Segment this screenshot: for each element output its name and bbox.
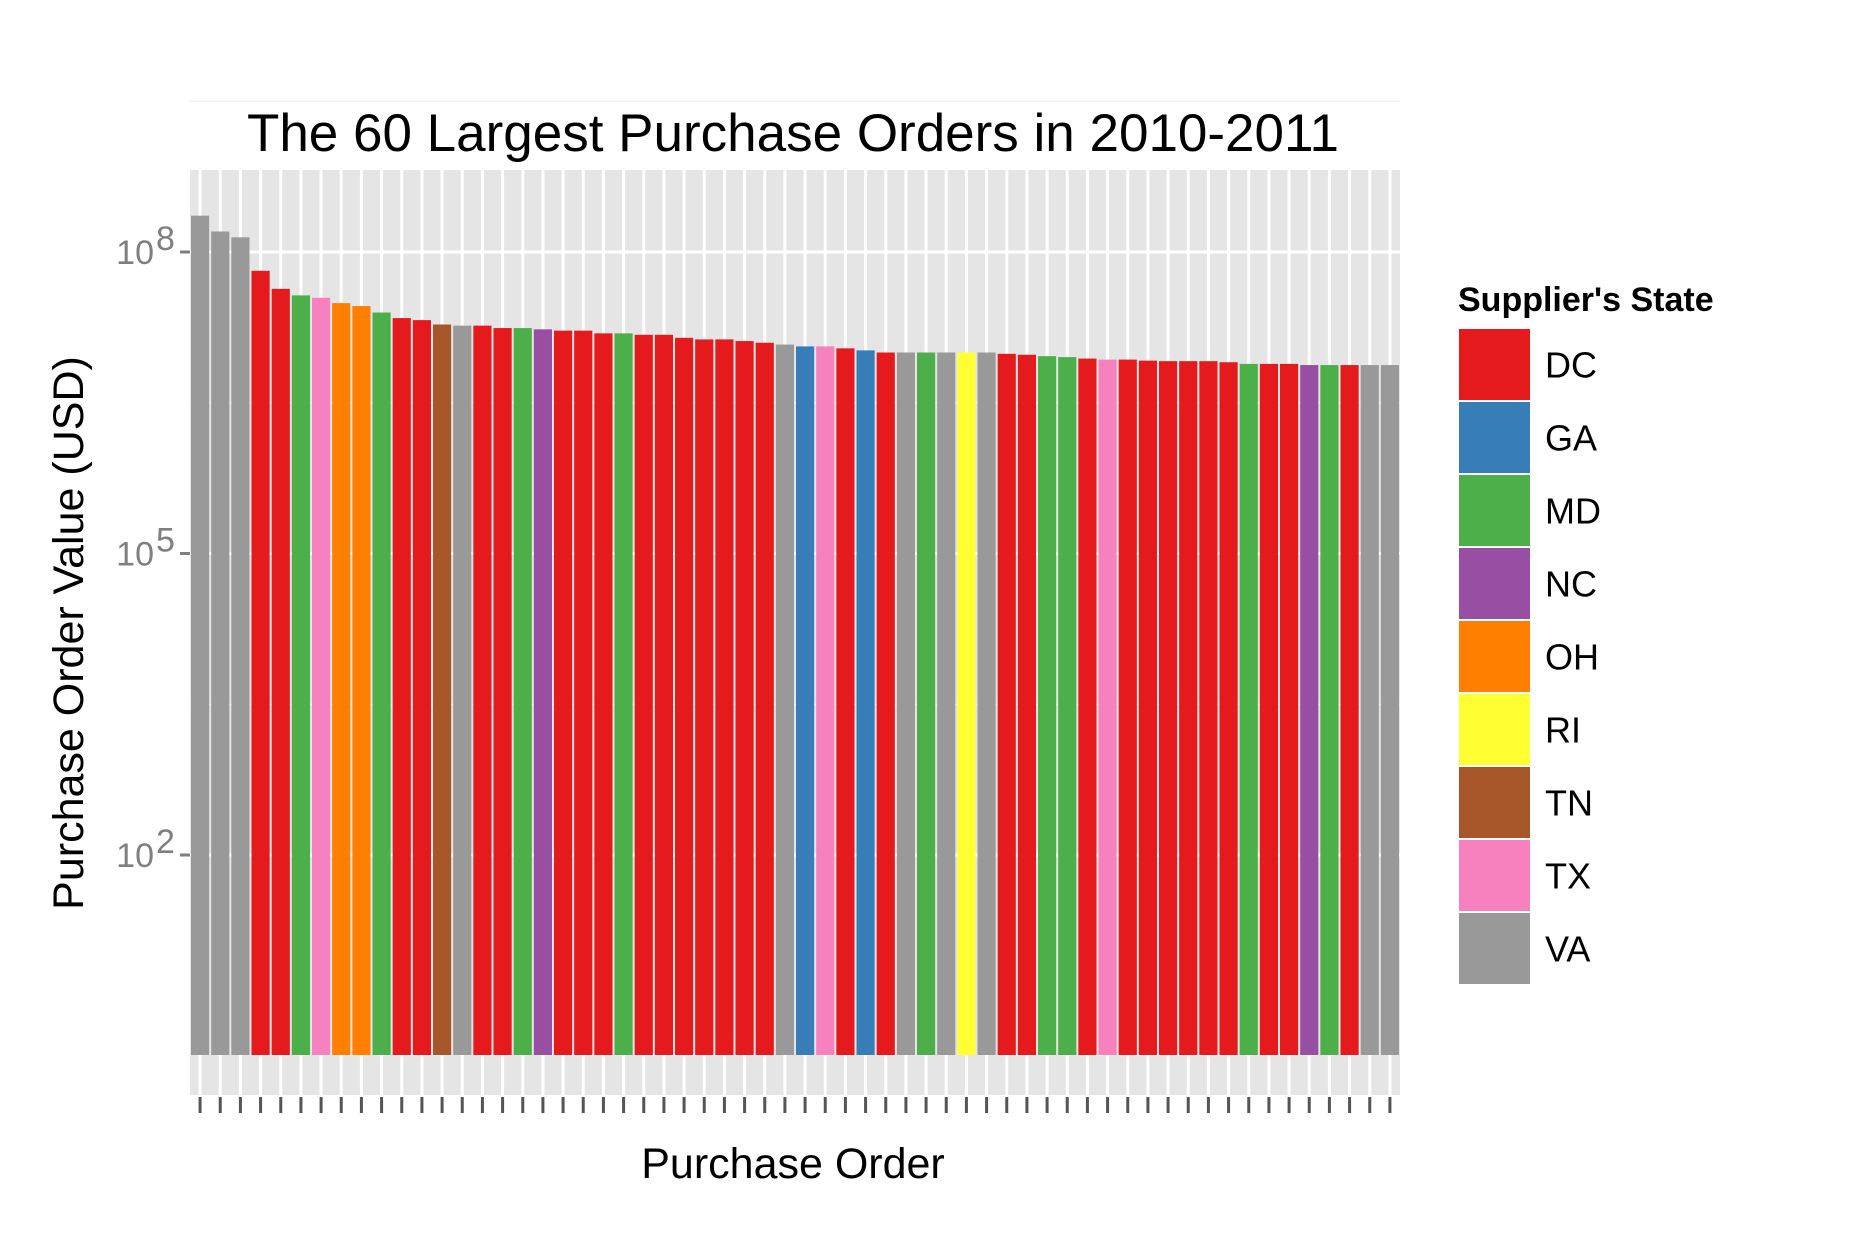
bar-15 — [473, 325, 492, 1055]
y-tick-label: 10 — [116, 837, 154, 875]
bar-50 — [1179, 361, 1198, 1055]
legend-key-nc — [1457, 546, 1532, 621]
y-axis-title: Purchase Order Value (USD) — [45, 356, 93, 910]
legend-key-tx — [1457, 838, 1532, 913]
bar-35 — [876, 352, 895, 1055]
bar-34 — [856, 350, 875, 1055]
bar-39 — [957, 352, 976, 1055]
bar-16 — [493, 328, 512, 1055]
bar-47 — [1118, 359, 1137, 1055]
bar-24 — [654, 334, 673, 1055]
legend-key-ri — [1457, 692, 1532, 767]
legend: Supplier's State DC GA MD NC OH RI TN TX VA — [1457, 281, 1714, 986]
bar-14 — [453, 325, 472, 1055]
bar-1 — [191, 215, 210, 1055]
bar-43 — [1038, 356, 1057, 1056]
bar-18 — [533, 329, 552, 1056]
legend-key-va — [1457, 911, 1532, 986]
bar-49 — [1159, 361, 1178, 1055]
legend-label-oh: OH — [1545, 637, 1599, 678]
legend-label-ga: GA — [1545, 418, 1597, 459]
bar-13 — [433, 324, 452, 1056]
legend-label-dc: DC — [1545, 345, 1597, 386]
bar-17 — [513, 328, 532, 1055]
bar-25 — [675, 337, 694, 1056]
bar-27 — [715, 339, 734, 1055]
bar-41 — [997, 353, 1016, 1055]
bar-22 — [614, 333, 633, 1055]
bar-3 — [231, 237, 250, 1055]
bar-38 — [937, 352, 956, 1055]
legend-label-tn: TN — [1545, 783, 1593, 824]
bar-40 — [977, 352, 996, 1055]
y-tick-label: 10 — [116, 234, 154, 272]
bars-group — [191, 215, 1399, 1056]
bar-58 — [1340, 365, 1359, 1055]
bar-54 — [1259, 363, 1278, 1055]
bar-20 — [574, 330, 593, 1056]
bar-55 — [1280, 363, 1299, 1055]
bar-30 — [775, 344, 794, 1055]
legend-label-tx: TX — [1545, 856, 1591, 897]
bar-48 — [1138, 360, 1157, 1055]
y-tick-exponent: 5 — [156, 522, 175, 560]
bar-52 — [1219, 362, 1238, 1055]
legend-label-md: MD — [1545, 491, 1601, 532]
bar-56 — [1300, 365, 1319, 1055]
chart-title: The 60 Largest Purchase Orders in 2010-2… — [247, 104, 1339, 163]
bar-9 — [352, 306, 371, 1055]
legend-title: Supplier's State — [1458, 281, 1714, 319]
legend-key-md — [1457, 473, 1532, 548]
bar-28 — [735, 341, 754, 1055]
bar-29 — [755, 342, 774, 1056]
bar-31 — [796, 346, 815, 1055]
y-tick-label: 10 — [116, 536, 154, 574]
bar-33 — [836, 348, 855, 1055]
bar-6 — [291, 295, 310, 1055]
x-axis-ticks — [198, 1097, 1392, 1113]
bar-44 — [1058, 357, 1077, 1055]
bar-2 — [211, 231, 230, 1055]
legend-entries: DC GA MD NC OH RI TN TX VA — [1457, 327, 1601, 986]
legend-key-tn — [1457, 765, 1532, 840]
bar-4 — [251, 270, 270, 1055]
bar-59 — [1360, 365, 1379, 1055]
legend-key-dc — [1457, 327, 1532, 402]
bar-12 — [412, 320, 431, 1056]
bar-42 — [1017, 354, 1036, 1055]
bar-37 — [917, 352, 936, 1055]
x-axis-title: Purchase Order — [641, 1140, 945, 1188]
bar-60 — [1380, 365, 1399, 1055]
bar-45 — [1078, 358, 1097, 1055]
legend-label-ri: RI — [1545, 710, 1581, 751]
y-tick-exponent: 8 — [156, 220, 175, 258]
bar-23 — [634, 334, 653, 1055]
bar-21 — [594, 333, 613, 1055]
bar-51 — [1199, 361, 1218, 1055]
bar-53 — [1239, 363, 1258, 1055]
legend-label-va: VA — [1545, 929, 1590, 970]
bar-10 — [372, 312, 391, 1055]
legend-key-oh — [1457, 619, 1532, 694]
bar-11 — [392, 318, 411, 1055]
legend-label-nc: NC — [1545, 564, 1597, 605]
y-tick-exponent: 2 — [156, 823, 175, 861]
bar-46 — [1098, 359, 1117, 1055]
bar-36 — [896, 352, 915, 1055]
bar-8 — [332, 303, 351, 1055]
bar-32 — [816, 346, 835, 1055]
bar-5 — [271, 288, 290, 1055]
legend-key-ga — [1457, 400, 1532, 475]
bar-7 — [312, 297, 331, 1055]
bar-19 — [554, 330, 573, 1056]
plot-background — [190, 170, 1400, 1095]
bar-26 — [695, 339, 714, 1055]
bar-57 — [1320, 365, 1339, 1055]
